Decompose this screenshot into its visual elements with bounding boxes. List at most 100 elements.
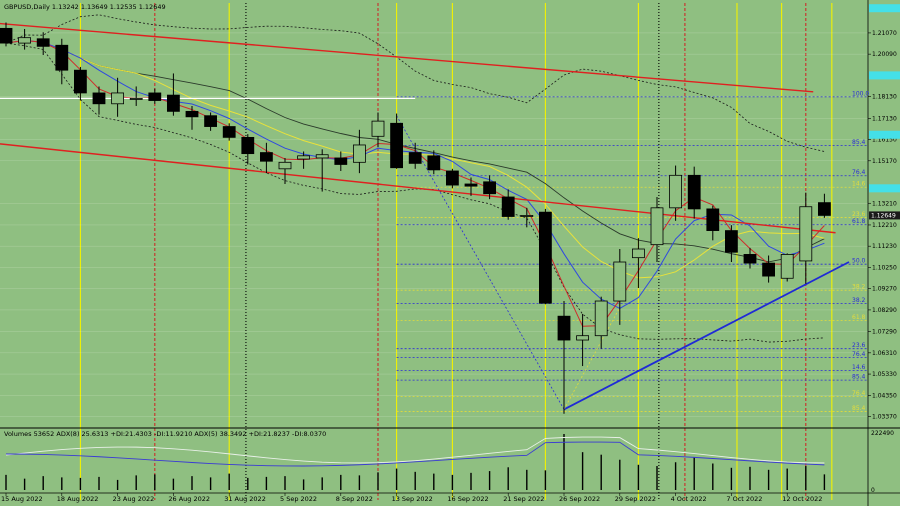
bollinger-upper (5, 14, 825, 152)
candle (464, 177, 478, 196)
price-tick-label: 1.09270 (872, 286, 897, 293)
candle (259, 142, 273, 174)
date-tick-label: 29 Sep 2022 (615, 495, 656, 503)
date-tick-label: 21 Sep 2022 (503, 495, 544, 503)
candle (539, 208, 552, 305)
fib-level-label: 61.8 (852, 218, 866, 225)
candle (222, 123, 236, 141)
candle-body (464, 183, 478, 187)
fib-level-label: 14.6 (852, 181, 866, 188)
price-tick-label: 1.08290 (872, 307, 897, 314)
candle-body (92, 92, 106, 105)
candle-body (650, 207, 664, 246)
price-tick-label: 1.12210 (872, 222, 897, 229)
candle-body (557, 315, 571, 341)
price-tick-label: 1.11230 (872, 243, 897, 250)
price-tick-label: 1.15170 (872, 158, 897, 165)
candle-body (222, 126, 236, 138)
candle (650, 196, 664, 263)
candle (334, 151, 348, 171)
price-tick-label: 1.10250 (872, 264, 897, 271)
candle-body (408, 152, 422, 164)
candle (669, 165, 682, 221)
price-tick-label: 1.05330 (872, 371, 897, 378)
candle-body (818, 202, 831, 216)
candle-body (725, 230, 738, 253)
candle (483, 175, 497, 200)
candle-body (576, 335, 589, 341)
candle-body (259, 152, 273, 162)
candle-body (18, 37, 32, 44)
candle (92, 86, 106, 115)
price-tick-label: 1.20090 (872, 51, 897, 58)
candle (315, 149, 329, 192)
candle (725, 225, 738, 263)
symbol-header: GBPUSD,Daily 1.13242 1.13649 1.12535 1.1… (4, 3, 166, 11)
candle-body (427, 155, 441, 171)
price-tick-label: 1.21070 (872, 30, 897, 37)
candle (762, 255, 775, 283)
fibonacci-labels: 100.0 85.4 76.4 61.8 50.0 38.2 23.6 76.4 14.6 85.… (852, 90, 869, 412)
candle (204, 112, 218, 131)
candle-body (241, 136, 255, 155)
date-tick-label: 23 Aug 2022 (113, 495, 155, 503)
candle (352, 129, 366, 174)
adx-white-line (5, 436, 825, 464)
candle (36, 32, 50, 56)
date-tick-label: 26 Sep 2022 (559, 495, 600, 503)
fib-level-label: 38.2 (852, 297, 866, 304)
volume-pane: 222490 0 (0, 427, 900, 494)
fib-level-label: 38.2 (852, 284, 866, 291)
candle (818, 193, 831, 218)
channel-lower-line (0, 143, 836, 234)
adx-blue-line (5, 441, 825, 467)
candle (166, 73, 180, 116)
bollinger-bands (5, 14, 825, 343)
volume-min-label: 0 (871, 487, 875, 494)
date-tick-label: 4 Oct 2022 (671, 495, 707, 503)
price-tick-label: 1.13210 (872, 200, 897, 207)
date-tick-label: 26 Aug 2022 (168, 495, 210, 503)
date-tick-label: 7 Oct 2022 (726, 495, 762, 503)
candle-body (780, 254, 794, 279)
candle (427, 150, 441, 175)
candle-body (0, 27, 13, 44)
candle (780, 253, 794, 282)
candle (594, 296, 608, 349)
candle (445, 168, 459, 189)
fib-level-label: 85.4 (852, 139, 866, 146)
candle (297, 151, 311, 169)
fib-level-label: 76.4 (852, 390, 866, 397)
date-tick-label: 31 Aug 2022 (224, 495, 266, 503)
price-tick-label: 1.18130 (872, 94, 897, 101)
date-tick-label: 13 Sep 2022 (392, 495, 433, 503)
candle-body (501, 196, 515, 217)
candle (55, 38, 69, 85)
candle-body (36, 38, 50, 47)
candle-body (352, 144, 366, 163)
candle-body (632, 248, 645, 259)
cyan-price-tag (869, 4, 900, 13)
date-tick-label: 16 Sep 2022 (447, 495, 488, 503)
cyan-price-tag (869, 184, 900, 193)
candle (632, 238, 645, 289)
date-axis: 15 Aug 2022 18 Aug 2022 23 Aug 2022 26 Aug … (0, 492, 900, 503)
candle-body (297, 155, 311, 160)
support-trend-line (563, 261, 850, 411)
candle (799, 192, 813, 284)
candle-body (762, 262, 775, 277)
candle (687, 166, 701, 219)
cyan-price-tag (869, 130, 900, 139)
candle-body (55, 44, 69, 71)
price-axis-bg (868, 0, 900, 506)
volume-header: Volumes 53652 ADX(8) 25.6313 +DI:21.4303… (4, 430, 326, 438)
date-tick-label: 8 Sep 2022 (336, 495, 373, 503)
candle-body (520, 215, 534, 217)
price-tick-label: 1.17130 (872, 115, 897, 122)
price-axis: 1.21070 1.20090 1.18130 1.17130 1.16150 1.151… (867, 0, 900, 506)
candle (706, 205, 720, 241)
candle-body (204, 115, 218, 127)
bollinger-lower (5, 42, 825, 343)
